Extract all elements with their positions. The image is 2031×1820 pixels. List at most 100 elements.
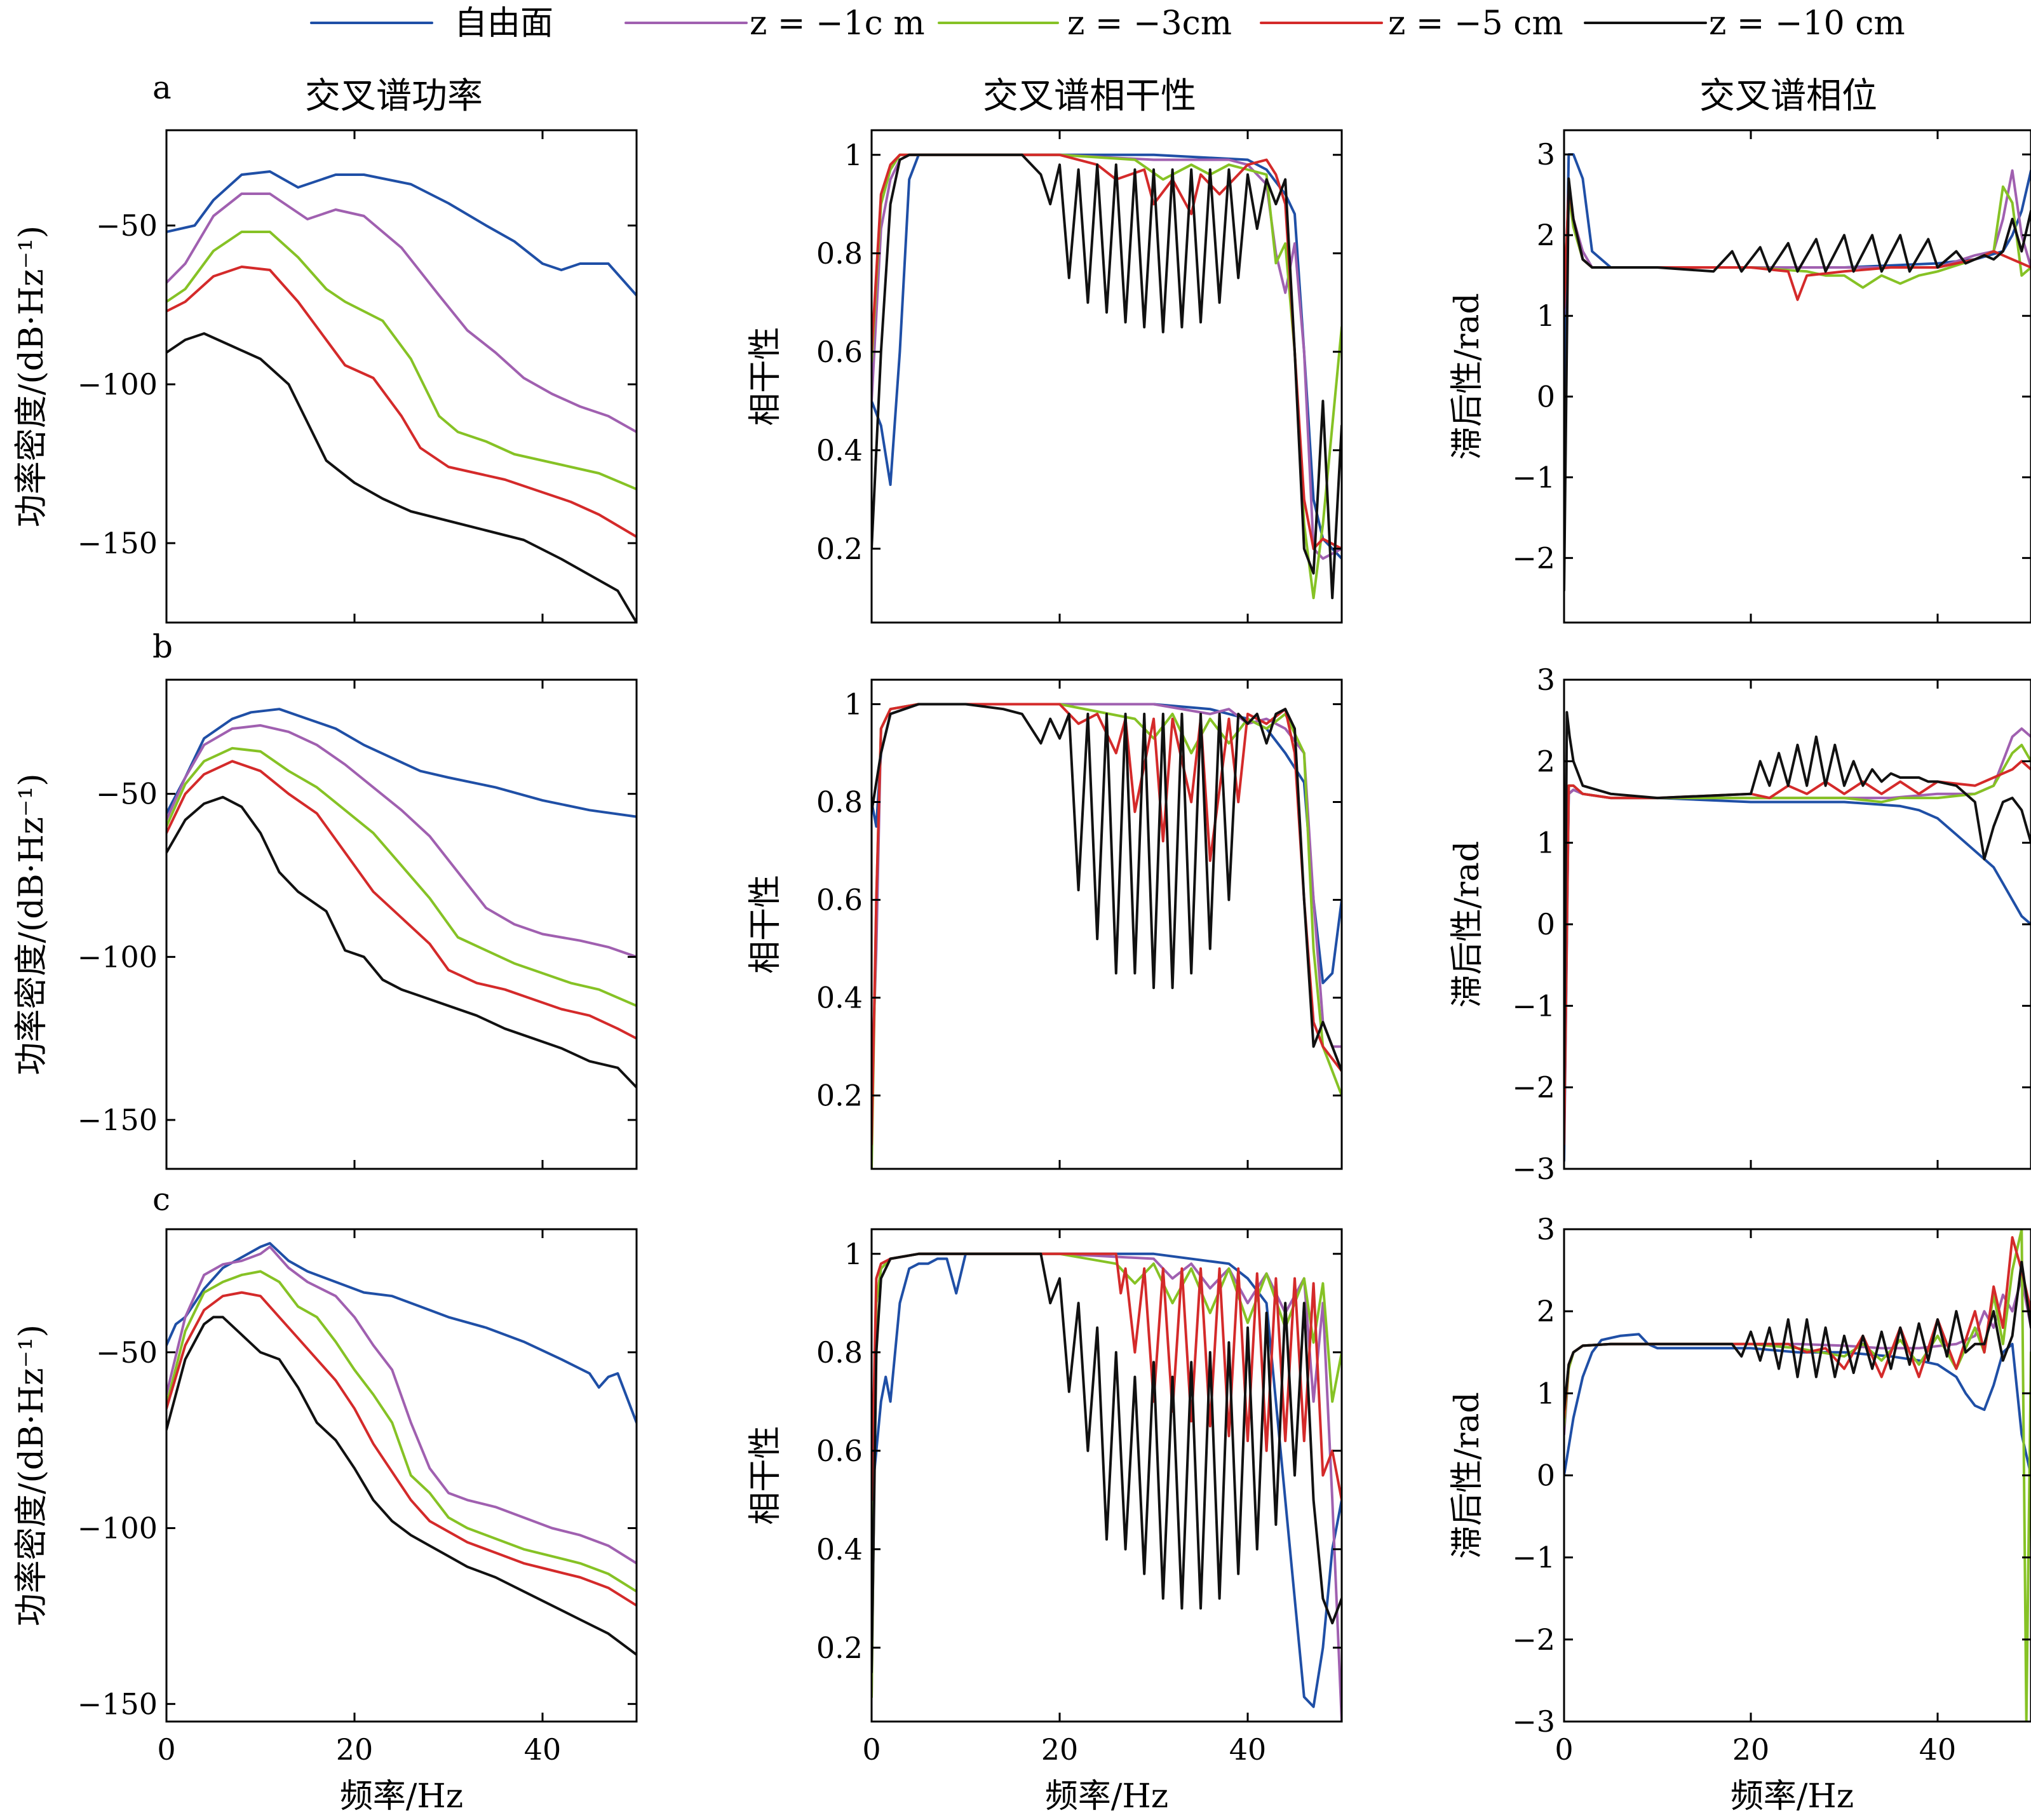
chart-panel: −50 −100 −150 功率密度/(dB·Hz⁻¹) <box>13 678 638 1170</box>
y-tick-label: −2 <box>1512 1622 1555 1657</box>
x-tick-label: 40 <box>524 1732 562 1767</box>
y-tick-label: 2 <box>1537 744 1555 778</box>
chart-panel: −3 −2 −1 0 1 2 3 滞后性/rad <box>1448 663 2031 1186</box>
series-line <box>166 795 637 1089</box>
series-line <box>166 1291 637 1607</box>
series-line <box>166 266 637 538</box>
series-line <box>166 708 637 818</box>
plot-frame <box>165 1228 638 1723</box>
legend-item: z = −5 cm <box>1260 4 1563 43</box>
y-tick-label: 0 <box>1537 1459 1555 1493</box>
series-line <box>872 703 1342 1169</box>
y-tick-label: 1 <box>1537 826 1555 860</box>
column-title-power: 交叉谱功率 <box>305 76 483 117</box>
x-axis-label: 频率/Hz <box>1731 1777 1854 1816</box>
legend: 自由面 z = −1c m z = −3cm z = −5 cm z = −10… <box>310 4 1905 43</box>
x-tick-label: 40 <box>1229 1732 1267 1767</box>
y-tick-label: 0.2 <box>816 1631 863 1665</box>
series-line <box>872 1252 1342 1699</box>
legend-item: z = −10 cm <box>1584 4 1905 43</box>
series-line <box>1564 1260 2031 1412</box>
series-line <box>166 724 637 959</box>
series-group <box>166 170 637 623</box>
series-line <box>872 153 1342 600</box>
y-tick-label: 0.4 <box>816 981 863 1015</box>
series-line <box>166 1242 637 1424</box>
y-tick-label: −1 <box>1512 460 1555 494</box>
y-tick-label: 0.4 <box>816 433 863 468</box>
y-tick-label: −150 <box>78 1103 158 1137</box>
series-line <box>166 231 637 490</box>
series-line <box>166 760 637 1040</box>
y-axis-label: 滞后性/rad <box>1448 293 1487 460</box>
y-tick-label: −100 <box>78 367 158 401</box>
y-tick-label: −100 <box>78 1511 158 1546</box>
series-line <box>1564 185 2031 309</box>
chart-panel: 0 20 40 −50 −100 −150 功率密度/(dB·Hz⁻¹) 频率/Hz <box>13 1228 638 1816</box>
legend-label: z = −1c m <box>750 4 925 43</box>
series-line <box>1564 1333 2031 1477</box>
row-letter-c: c <box>152 1181 170 1218</box>
series-group <box>1564 711 2031 1163</box>
series-line <box>1564 169 2031 318</box>
y-tick-label: −50 <box>96 1335 158 1370</box>
y-tick-label: 0.2 <box>816 1079 863 1113</box>
y-tick-label: 0.8 <box>816 785 863 819</box>
series-line <box>1564 743 2031 1138</box>
series-line <box>872 153 1342 600</box>
series-line <box>872 703 1342 1146</box>
y-tick-label: 3 <box>1537 1212 1555 1246</box>
column-title-phase: 交叉谱相位 <box>1699 76 1877 117</box>
y-tick-label: 0.4 <box>816 1532 863 1567</box>
x-tick-label: 0 <box>1555 1732 1573 1767</box>
series-line <box>166 1270 637 1593</box>
series-group <box>872 1252 1342 1722</box>
chart-panel: −50 −100 −150 功率密度/(dB·Hz⁻¹) <box>13 129 638 624</box>
series-line <box>872 153 1342 560</box>
panels: −50−100−150功率密度/(dB·Hz⁻¹)0.20.40.60.81相干… <box>13 129 2031 1816</box>
y-tick-label: 0.6 <box>816 883 863 917</box>
series-line <box>1564 727 2031 1129</box>
legend-item: 自由面 <box>310 4 553 43</box>
series-line <box>1564 711 2031 1089</box>
y-tick-label: 2 <box>1537 1294 1555 1328</box>
series-group <box>166 708 637 1089</box>
series-line <box>872 703 1342 1072</box>
y-axis-label: 功率密度/(dB·Hz⁻¹) <box>13 1325 51 1626</box>
series-line <box>1564 185 2031 301</box>
y-axis-label: 相干性 <box>746 327 785 426</box>
legend-item: z = −1c m <box>624 4 925 43</box>
y-axis-label: 功率密度/(dB·Hz⁻¹) <box>13 226 51 527</box>
plot-frame <box>870 1228 1343 1723</box>
y-tick-label: −50 <box>96 208 158 243</box>
y-axis-label: 滞后性/rad <box>1448 1392 1487 1559</box>
chart-panel: 0.2 0.4 0.6 0.8 1 相干性 <box>746 678 1343 1170</box>
row-letter-a: a <box>152 69 172 106</box>
plot-frame <box>1563 129 2031 624</box>
series-line <box>872 1252 1342 1708</box>
series-group <box>872 153 1342 600</box>
x-axis-label: 频率/Hz <box>1045 1777 1168 1816</box>
y-tick-label: 1 <box>1537 1376 1555 1410</box>
x-tick-label: 20 <box>1041 1732 1079 1767</box>
x-tick-label: 0 <box>862 1732 881 1767</box>
y-axis-label: 相干性 <box>746 875 785 974</box>
plot-frame <box>1563 1228 2031 1723</box>
series-line <box>1564 1229 2031 1722</box>
series-line <box>166 746 637 1008</box>
y-tick-label: 0.6 <box>816 1434 863 1468</box>
series-group <box>166 1242 637 1656</box>
y-tick-label: −3 <box>1512 1704 1555 1739</box>
y-axis-label: 相干性 <box>746 1426 785 1525</box>
series-line <box>872 1252 1342 1674</box>
y-tick-label: 0 <box>1537 907 1555 941</box>
y-tick-label: −1 <box>1512 1540 1555 1575</box>
y-tick-label: 3 <box>1537 663 1555 697</box>
x-tick-label: 40 <box>1919 1732 1957 1767</box>
series-group <box>1564 1229 2031 1722</box>
y-tick-label: 0 <box>1537 379 1555 414</box>
y-tick-label: 1 <box>844 687 863 722</box>
y-tick-label: −100 <box>78 940 158 974</box>
